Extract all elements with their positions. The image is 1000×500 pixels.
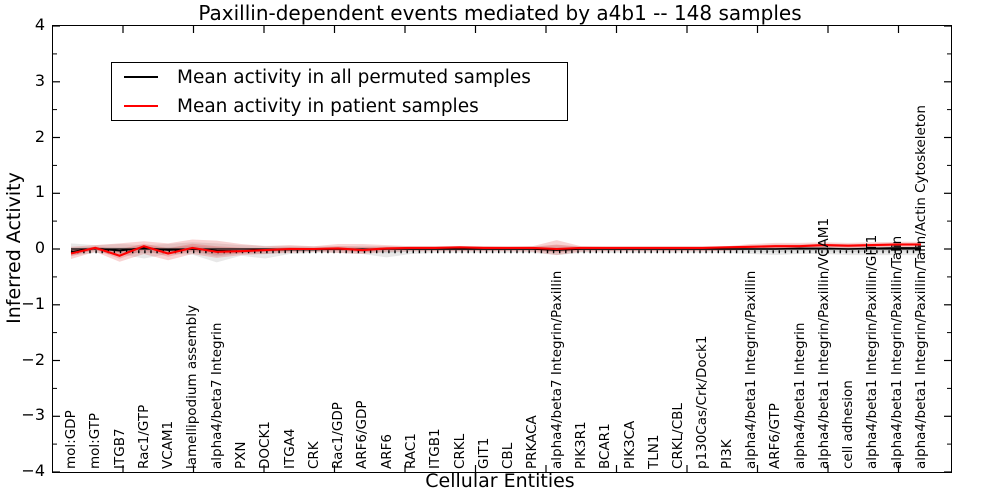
x-tick-label: lamellipodium assembly (184, 305, 201, 469)
y-tick-label: −2 (21, 349, 45, 369)
legend-label-permuted: Mean activity in all permuted samples (177, 66, 531, 88)
x-tick-label: TLN1 (645, 434, 662, 469)
y-tick-label: −1 (21, 293, 45, 313)
chart-title: Paxillin-dependent events mediated by a4… (198, 1, 802, 25)
x-tick-label: ARF6 (378, 434, 395, 469)
x-tick-label: p130Cas/Crk/Dock1 (694, 335, 711, 469)
legend-entry-patient: Mean activity in patient samples (112, 93, 567, 120)
x-tick-label: Rac1/GDP (330, 402, 347, 469)
x-tick-label: CBL (500, 442, 517, 469)
x-tick-label: ITGB1 (427, 428, 444, 469)
y-tick-label: 3 (34, 70, 45, 90)
legend-entry-permuted: Mean activity in all permuted samples (112, 64, 567, 91)
x-tick-label: alpha4/beta1 Integrin/Paxillin/VCAM1 (815, 217, 832, 469)
x-tick-label: ITGA4 (281, 428, 298, 469)
legend-line-patient-icon (124, 105, 158, 107)
x-tick-label: alpha4/beta1 Integrin/Paxillin/Talin (888, 235, 905, 469)
x-tick-label: VCAM1 (160, 420, 177, 469)
x-tick-label: GIT1 (475, 437, 492, 469)
x-tick-label: mol:GDP (63, 410, 79, 469)
x-tick-label: CRK (305, 441, 322, 469)
x-tick-label: alpha4/beta1 Integrin/Paxillin/Talin/Act… (913, 105, 929, 469)
x-tick-label: alpha4/beta7 Integrin/Paxillin (548, 270, 565, 469)
x-tick-label: DOCK1 (257, 421, 274, 469)
x-tick-label: RAC1 (403, 433, 419, 469)
x-tick-label: BCAR1 (597, 423, 614, 469)
legend-label-patient: Mean activity in patient samples (177, 95, 479, 117)
y-tick-label: −4 (21, 461, 45, 480)
y-tick-label: −3 (21, 405, 45, 425)
y-tick-label: 2 (34, 126, 45, 146)
x-tick-label: PIK3R1 (573, 421, 589, 469)
x-tick-label: CRKL (451, 433, 468, 469)
x-tick-label: ITGB7 (111, 428, 128, 469)
x-tick-label: ARF6/GTP (767, 403, 784, 469)
legend-line-permuted-icon (124, 76, 158, 78)
x-tick-label: cell adhesion (840, 380, 857, 469)
x-tick-label: Rac1/GTP (135, 404, 152, 469)
y-tick-label: 4 (34, 15, 45, 34)
x-tick-label: alpha4/beta1 Integrin/Paxillin (743, 270, 759, 469)
x-tick-label: alpha4/beta1 Integrin/Paxillin/GIT1 (864, 234, 881, 469)
x-tick-label: PIK3CA (621, 420, 638, 469)
legend: Mean activity in all permuted samples Me… (111, 62, 568, 121)
x-tick-label: alpha4/beta1 Integrin (791, 322, 808, 469)
x-tick-label: CRKL/CBL (670, 403, 687, 469)
plot-area: Mean activity in all permuted samples Me… (52, 25, 952, 473)
x-tick-label: PRKACA (524, 415, 541, 469)
x-tick-label: alpha4/beta7 Integrin (208, 322, 225, 469)
x-tick-label: mol:GTP (87, 412, 104, 469)
x-axis-label: Cellular Entities (425, 470, 575, 492)
y-tick-label: 1 (34, 182, 45, 202)
y-tick-label: 0 (34, 238, 45, 257)
x-tick-label: PI3K (718, 439, 735, 469)
chart-canvas (53, 26, 951, 472)
x-tick-label: ARF6/GDP (354, 400, 371, 469)
x-tick-label: PXN (233, 441, 249, 470)
